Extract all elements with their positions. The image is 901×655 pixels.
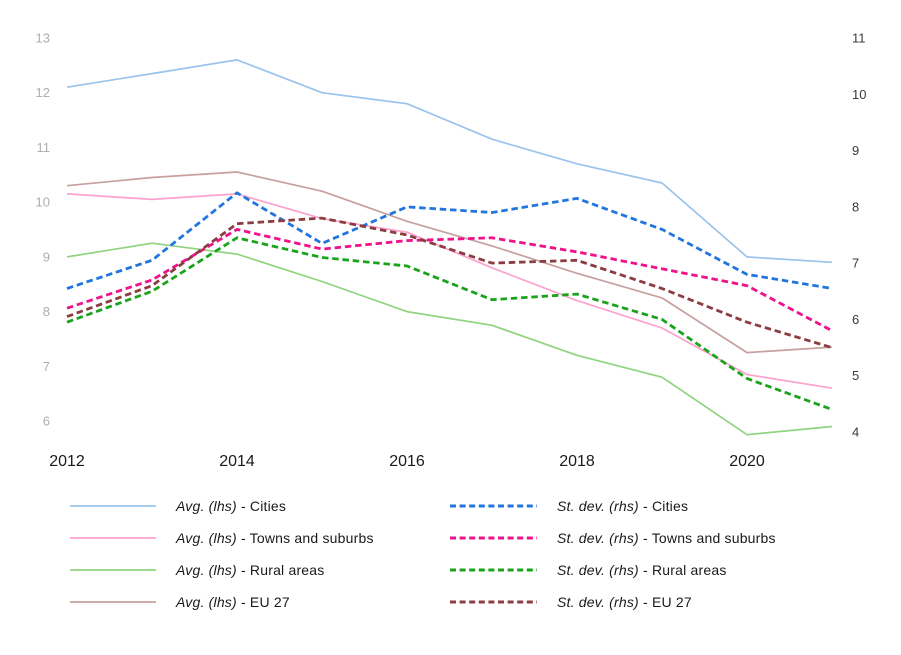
avg-towns-line-swatch	[70, 537, 156, 539]
left-axis-tick-label: 12	[36, 85, 50, 100]
right-axis-tick-label: 8	[852, 199, 859, 214]
x-axis-tick-label: 2012	[49, 453, 85, 470]
legend-item-avg-eu-27: Avg. (lhs) - EU 27	[70, 586, 450, 618]
legend-item-avg-cities: Avg. (lhs) - Cities	[70, 490, 450, 522]
stdev-eu-27-line-swatch	[450, 600, 537, 604]
left-axis-tick-label: 9	[43, 249, 50, 264]
right-axis-tick-label: 5	[852, 368, 859, 383]
legend-label-stdev-towns-and-suburbs: St. dev. (rhs) - Towns and suburbs	[557, 530, 776, 546]
line-chart-svg: 13 12 11 10 9 8 7 6 11 10 9 8 7 6 5 4 2012 2014 2016 2018 20…	[36, 31, 867, 471]
avg-eu-27-line-swatch	[70, 601, 156, 603]
x-axis-tick-label: 2016	[389, 453, 425, 470]
avg-rural-line-swatch	[70, 569, 156, 571]
stdev-towns-line-swatch	[450, 536, 537, 540]
right-axis-tick-label: 11	[852, 31, 866, 46]
legend-label-avg-cities: Avg. (lhs) - Cities	[176, 498, 287, 514]
line-st-dev-rhs-rural-areas	[66, 236, 833, 411]
legend-label-avg-towns-and-suburbs: Avg. (lhs) - Towns and suburbs	[176, 530, 374, 546]
left-axis-tick-label: 10	[36, 195, 50, 210]
legend-label-stdev-cities: St. dev. (rhs) - Cities	[557, 498, 689, 514]
line-avg-lhs-cities	[66, 59, 833, 264]
stdev-cities-line-swatch	[450, 504, 537, 508]
chart-legend: Avg. (lhs) - Cities Avg. (lhs) - Towns a…	[70, 490, 776, 618]
line-st-dev-rhs-towns-and-suburbs	[66, 227, 833, 332]
legend-item-stdev-rural-areas: St. dev. (rhs) - Rural areas	[450, 554, 776, 586]
right-axis-tick-label: 4	[852, 425, 859, 440]
legend-label-stdev-eu-27: St. dev. (rhs) - EU 27	[557, 594, 692, 610]
avg-cities-line-swatch	[70, 505, 156, 507]
line-avg-lhs-towns-and-suburbs	[66, 193, 833, 390]
line-st-dev-rhs-eu-27	[66, 216, 833, 349]
right-axis-tick-label: 9	[852, 143, 859, 158]
x-axis-tick-label: 2020	[729, 453, 765, 470]
legend-label-stdev-rural-areas: St. dev. (rhs) - Rural areas	[557, 562, 727, 578]
left-axis-tick-label: 8	[43, 304, 50, 319]
left-axis-tick-label: 7	[43, 359, 50, 374]
right-axis-tick-label: 6	[852, 312, 859, 327]
legend-label-avg-rural-areas: Avg. (lhs) - Rural areas	[176, 562, 325, 578]
legend-item-stdev-towns-and-suburbs: St. dev. (rhs) - Towns and suburbs	[450, 522, 776, 554]
left-axis-tick-label: 13	[36, 31, 50, 46]
legend-item-avg-towns-and-suburbs: Avg. (lhs) - Towns and suburbs	[70, 522, 450, 554]
x-axis-tick-label: 2018	[559, 453, 595, 470]
left-axis-tick-label: 6	[43, 414, 50, 429]
left-axis-tick-label: 11	[37, 140, 51, 155]
legend-item-avg-rural-areas: Avg. (lhs) - Rural areas	[70, 554, 450, 586]
line-avg-lhs-eu-27	[66, 171, 833, 354]
stdev-rural-line-swatch	[450, 568, 537, 572]
x-axis-tick-label: 2014	[219, 453, 255, 470]
right-axis-tick-label: 10	[852, 87, 866, 102]
legend-item-stdev-cities: St. dev. (rhs) - Cities	[450, 490, 776, 522]
legend-label-avg-eu-27: Avg. (lhs) - EU 27	[176, 594, 290, 610]
legend-item-stdev-eu-27: St. dev. (rhs) - EU 27	[450, 586, 776, 618]
line-avg-lhs-rural-areas	[66, 242, 833, 436]
right-axis-tick-label: 7	[852, 256, 859, 271]
